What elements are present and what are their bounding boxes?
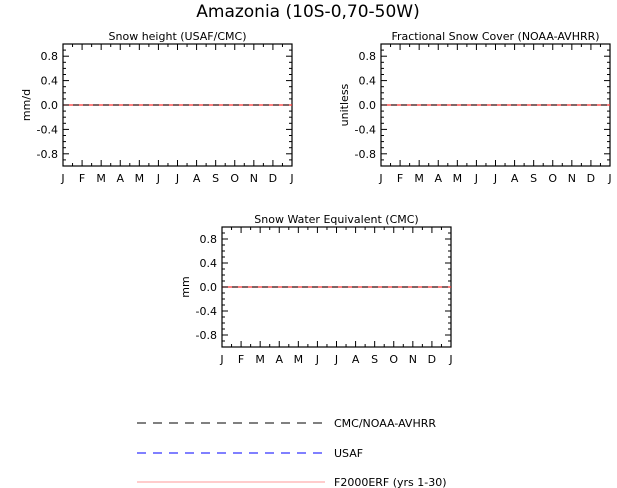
y-tick-label: 0.8 — [359, 50, 377, 63]
legend-label: USAF — [334, 447, 363, 460]
x-tick-label: S — [212, 172, 219, 185]
x-tick-label: A — [193, 172, 201, 185]
x-tick-label: N — [409, 353, 417, 366]
x-tick-label: J — [60, 172, 64, 185]
y-tick-label: -0.8 — [37, 148, 58, 161]
x-tick-label: M — [96, 172, 106, 185]
x-tick-label: J — [315, 353, 319, 366]
y-tick-label: 0.0 — [41, 99, 59, 112]
y-tick-label: -0.8 — [355, 148, 376, 161]
x-tick-label: J — [289, 172, 293, 185]
panel-snow-height: Snow height (USAF/CMC)mm/dJ F M A M J J A S O N D J0… — [20, 30, 294, 185]
x-tick-label: O — [548, 172, 557, 185]
x-tick-label: F — [238, 353, 244, 366]
x-tick-label: J — [175, 172, 179, 185]
legend-label: F2000ERF (yrs 1-30) — [334, 476, 447, 488]
x-tick-label: J — [378, 172, 382, 185]
x-tick-label: N — [568, 172, 576, 185]
y-axis-label: mm/d — [20, 89, 33, 121]
figure-title: Amazonia (10S-0,70-50W) — [196, 2, 420, 22]
x-tick-label: J — [156, 172, 160, 185]
x-tick-label: J — [607, 172, 611, 185]
x-tick-label: A — [352, 353, 360, 366]
x-tick-label: J — [334, 353, 338, 366]
x-tick-label: O — [230, 172, 239, 185]
x-tick-label: D — [587, 172, 595, 185]
x-tick-label: N — [250, 172, 258, 185]
x-tick-label: A — [511, 172, 519, 185]
y-tick-label: 0.8 — [200, 233, 218, 246]
x-tick-label: M — [135, 172, 145, 185]
y-tick-label: 0.0 — [200, 281, 218, 294]
x-tick-label: D — [428, 353, 436, 366]
y-tick-label: -0.4 — [196, 305, 217, 318]
y-axis-label: mm — [179, 276, 192, 297]
panel-title: Snow Water Equivalent (CMC) — [254, 213, 418, 226]
x-tick-label: M — [294, 353, 304, 366]
x-tick-label: A — [275, 353, 283, 366]
y-tick-label: 0.4 — [359, 75, 377, 88]
x-tick-label: J — [474, 172, 478, 185]
x-tick-label: F — [79, 172, 85, 185]
x-tick-label: M — [453, 172, 463, 185]
y-tick-label: -0.4 — [355, 123, 376, 136]
legend-label: CMC/NOAA-AVHRR — [334, 417, 436, 430]
x-tick-label: S — [530, 172, 537, 185]
x-tick-label: S — [371, 353, 378, 366]
y-axis-label: unitless — [338, 83, 351, 126]
legend: CMC/NOAA-AVHRR USAF F2000ERF (yrs 1-30) — [137, 417, 447, 488]
panel-fractional-snow-cover: Fractional Snow Cover (NOAA-AVHRR) unitle… — [338, 30, 612, 185]
x-tick-label: J — [448, 353, 452, 366]
y-tick-label: 0.4 — [41, 75, 59, 88]
x-tick-label: M — [255, 353, 265, 366]
y-tick-label: 0.4 — [200, 257, 218, 270]
x-tick-label: A — [116, 172, 124, 185]
y-tick-label: 0.0 — [359, 99, 377, 112]
panel-title: Snow height (USAF/CMC) — [109, 30, 247, 43]
y-tick-label: -0.4 — [37, 123, 58, 136]
x-tick-label: M — [414, 172, 424, 185]
x-tick-label: F — [397, 172, 403, 185]
y-tick-label: -0.8 — [196, 329, 217, 342]
x-tick-label: J — [493, 172, 497, 185]
panel-title: Fractional Snow Cover (NOAA-AVHRR) — [391, 30, 599, 43]
x-tick-label: A — [434, 172, 442, 185]
panel-snow-water-equivalent: Snow Water Equivalent (CMC)mmJ F M A M J J A S O N… — [179, 213, 453, 366]
x-tick-label: J — [219, 353, 223, 366]
x-tick-label: O — [389, 353, 398, 366]
y-tick-label: 0.8 — [41, 50, 59, 63]
x-tick-label: D — [269, 172, 277, 185]
